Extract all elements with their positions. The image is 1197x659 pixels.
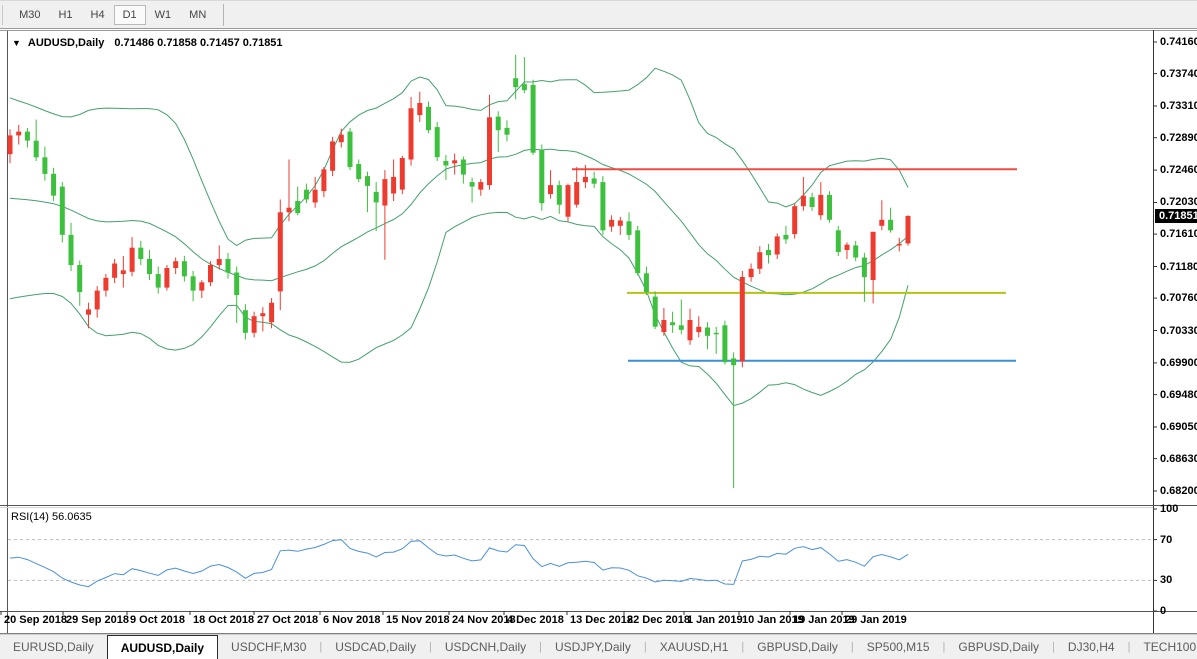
price-axis-label: 0.68630	[1160, 453, 1197, 465]
timeframe-toolbar: M30 H1 H4 D1 W1 MN	[0, 0, 1197, 29]
tab-separator: |	[319, 641, 323, 653]
date-axis-label: 27 Oct 2018	[257, 614, 319, 626]
chart-tab-audusd-daily[interactable]: AUDUSD,Daily	[106, 635, 219, 659]
tab-separator: |	[1127, 641, 1131, 653]
tab-separator: |	[741, 641, 745, 653]
tab-separator: |	[942, 641, 946, 653]
collapse-arrow-icon[interactable]: ▼	[12, 38, 21, 48]
date-axis-label: 24 Nov 2018	[452, 614, 516, 626]
chart-tab-sp500-m15[interactable]: SP500,M15	[866, 640, 930, 654]
rsi-axis-label: 30	[1160, 574, 1173, 586]
chart-tab-gbpusd-daily[interactable]: GBPUSD,Daily	[958, 640, 1040, 654]
timeframe-button-m30[interactable]: M30	[19, 9, 41, 21]
candles-layer	[7, 54, 911, 488]
current-price-badge: 0.71851	[1155, 209, 1197, 223]
chart-tab-eurusd-daily[interactable]: EURUSD,Daily	[13, 640, 94, 654]
chart-tab-dj30-h4[interactable]: DJ30,H4	[1067, 640, 1115, 654]
chart-tab-usdcnh-daily[interactable]: USDCNH,Daily	[444, 640, 527, 654]
date-axis-label: 10 Jan 2019	[742, 614, 804, 626]
chart-ohlc-values: 0.71486 0.71858 0.71457 0.71851	[114, 37, 283, 49]
chart-tab-usdchf-m30[interactable]: USDCHF,M30	[231, 640, 307, 654]
tab-separator: |	[428, 641, 432, 653]
rsi-axis-label: 70	[1160, 534, 1173, 546]
chart-background	[0, 30, 1197, 634]
rsi-indicator-label: RSI(14) 56.0635	[11, 511, 92, 523]
price-axis-label: 0.70330	[1160, 325, 1197, 337]
timeframe-button-d1[interactable]: D1	[113, 5, 146, 25]
timeframe-button-h4[interactable]: H4	[90, 9, 105, 21]
rsi-axis-label: 0	[1160, 605, 1167, 617]
price-axis-label: 0.69900	[1160, 357, 1197, 369]
chart-title: ▼ AUDUSD,Daily 0.71486 0.71858 0.71457 0.7…	[12, 37, 283, 49]
price-axis-label: 0.73740	[1160, 68, 1197, 80]
date-axis-label: 4 Dec 2018	[507, 614, 564, 626]
chart-tab-gbpusd-daily[interactable]: GBPUSD,Daily	[757, 640, 838, 654]
timeframe-button-mn[interactable]: MN	[189, 9, 207, 21]
toolbar-separator	[2, 5, 5, 25]
date-axis-label: 15 Nov 2018	[386, 614, 450, 626]
date-axis-label: 1 Jan 2019	[687, 614, 743, 626]
price-axis-label: 0.71610	[1160, 228, 1197, 240]
price-axis-label: 0.68200	[1160, 485, 1197, 497]
price-axis-label: 0.72030	[1160, 196, 1197, 208]
tab-separator: |	[643, 641, 647, 653]
bollinger-middle-band	[9, 148, 909, 296]
price-axis-label: 0.74160	[1160, 36, 1197, 48]
date-axis-label: 20 Sep 2018	[4, 614, 67, 626]
price-axis-label: 0.69480	[1160, 389, 1197, 401]
price-axis-label: 0.69050	[1160, 421, 1197, 433]
date-axis-label: 19 Jan 2019	[793, 614, 855, 626]
tab-separator: |	[539, 641, 543, 653]
bollinger-upper-band	[9, 67, 909, 247]
chart-tab-usdcad-daily[interactable]: USDCAD,Daily	[335, 640, 416, 654]
tab-separator: |	[1052, 641, 1055, 653]
timeframe-button-h1[interactable]: H1	[58, 9, 73, 21]
chart-symbol-label: AUDUSD,Daily	[27, 37, 105, 49]
tab-separator: |	[850, 641, 854, 653]
date-axis-label: 13 Dec 2018	[570, 614, 633, 626]
date-axis-label: 29 Sep 2018	[66, 614, 129, 626]
date-axis-label: 29 Jan 2019	[845, 614, 907, 626]
price-axis-label: 0.70760	[1160, 292, 1197, 304]
price-axis-label: 0.71180	[1160, 261, 1197, 273]
chart-tab-xauusd-h1[interactable]: XAUUSD,H1	[659, 640, 729, 654]
rsi-axis-label: 100	[1160, 503, 1179, 515]
rsi-line	[9, 539, 909, 588]
chart-window: ▼ AUDUSD,Daily 0.71486 0.71858 0.71457 0.7…	[0, 30, 1197, 634]
date-axis-label: 9 Oct 2018	[130, 614, 186, 626]
bollinger-lower-band	[9, 211, 909, 407]
chart-tab-bar: EURUSD,Daily AUDUSD,Daily USDCHF,M30 | USDCA…	[0, 634, 1197, 659]
chart-tab-tech100-h1[interactable]: TECH100,H1	[1143, 640, 1197, 654]
timeframe-button-w1[interactable]: W1	[154, 9, 172, 21]
price-axis-label: 0.73310	[1160, 100, 1197, 112]
toolbar-separator	[223, 4, 225, 26]
price-axis-label: 0.72460	[1160, 164, 1197, 176]
chart-tab-usdjpy-daily[interactable]: USDJPY,Daily	[555, 640, 631, 654]
date-axis-label: 22 Dec 2018	[627, 614, 690, 626]
price-axis-label: 0.72890	[1160, 132, 1197, 144]
price-chart-canvas[interactable]	[0, 30, 1197, 634]
date-axis-label: 6 Nov 2018	[323, 614, 381, 626]
date-axis-label: 18 Oct 2018	[193, 614, 255, 626]
